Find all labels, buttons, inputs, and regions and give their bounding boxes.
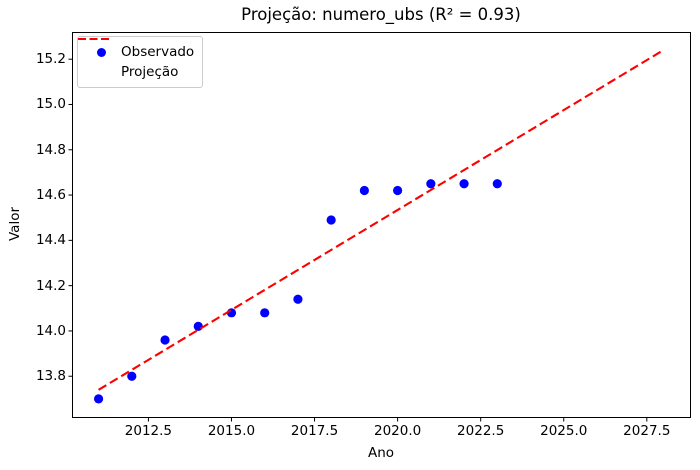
data-point <box>359 185 369 196</box>
y-tick-label: 15.0 <box>35 96 66 113</box>
legend-marker-cell <box>84 47 121 57</box>
data-point <box>260 308 270 318</box>
x-tick-label: 2015.0 <box>207 423 256 439</box>
scatter-dot-icon <box>97 47 106 57</box>
x-tick-label: 2027.5 <box>623 423 671 439</box>
y-tick-label: 15.2 <box>35 51 66 68</box>
y-tick-label: 13.8 <box>35 368 66 385</box>
data-point <box>393 185 403 196</box>
x-tick-label: 2012.5 <box>124 423 173 439</box>
x-tick-label: 2020.0 <box>373 423 422 439</box>
chart-title: Projeção: numero_ubs (R² = 0.93) <box>241 5 521 24</box>
y-tick-label: 14.0 <box>35 322 66 339</box>
y-tick-label: 14.4 <box>35 232 66 249</box>
data-point <box>426 179 436 189</box>
projection-line <box>98 49 664 391</box>
x-tick-label: 2022.5 <box>457 423 505 439</box>
y-tick-label: 14.6 <box>35 187 66 204</box>
data-point <box>127 371 137 381</box>
data-point <box>492 179 502 189</box>
data-point <box>93 394 104 404</box>
data-point <box>326 215 336 225</box>
y-axis-label: Valor <box>7 206 23 242</box>
data-point <box>193 321 203 332</box>
data-point <box>459 179 469 189</box>
data-point <box>160 335 170 345</box>
legend-item-projecao: Projeção <box>78 38 194 82</box>
axes-frame <box>72 32 691 418</box>
data-point <box>293 294 303 304</box>
legend: Observado Projeção <box>77 36 204 88</box>
x-tick-label: 2025.0 <box>540 423 588 439</box>
legend-label-projecao: Projeção <box>121 64 179 80</box>
dashed-line-icon <box>78 38 109 40</box>
legend-label-observado: Observado <box>121 44 195 60</box>
y-tick-label: 14.8 <box>35 141 66 158</box>
y-tick-label: 14.2 <box>35 277 66 294</box>
legend-item-observado: Observado <box>84 42 194 62</box>
x-axis-label: Ano <box>367 445 395 461</box>
x-tick-label: 2017.5 <box>290 423 339 439</box>
